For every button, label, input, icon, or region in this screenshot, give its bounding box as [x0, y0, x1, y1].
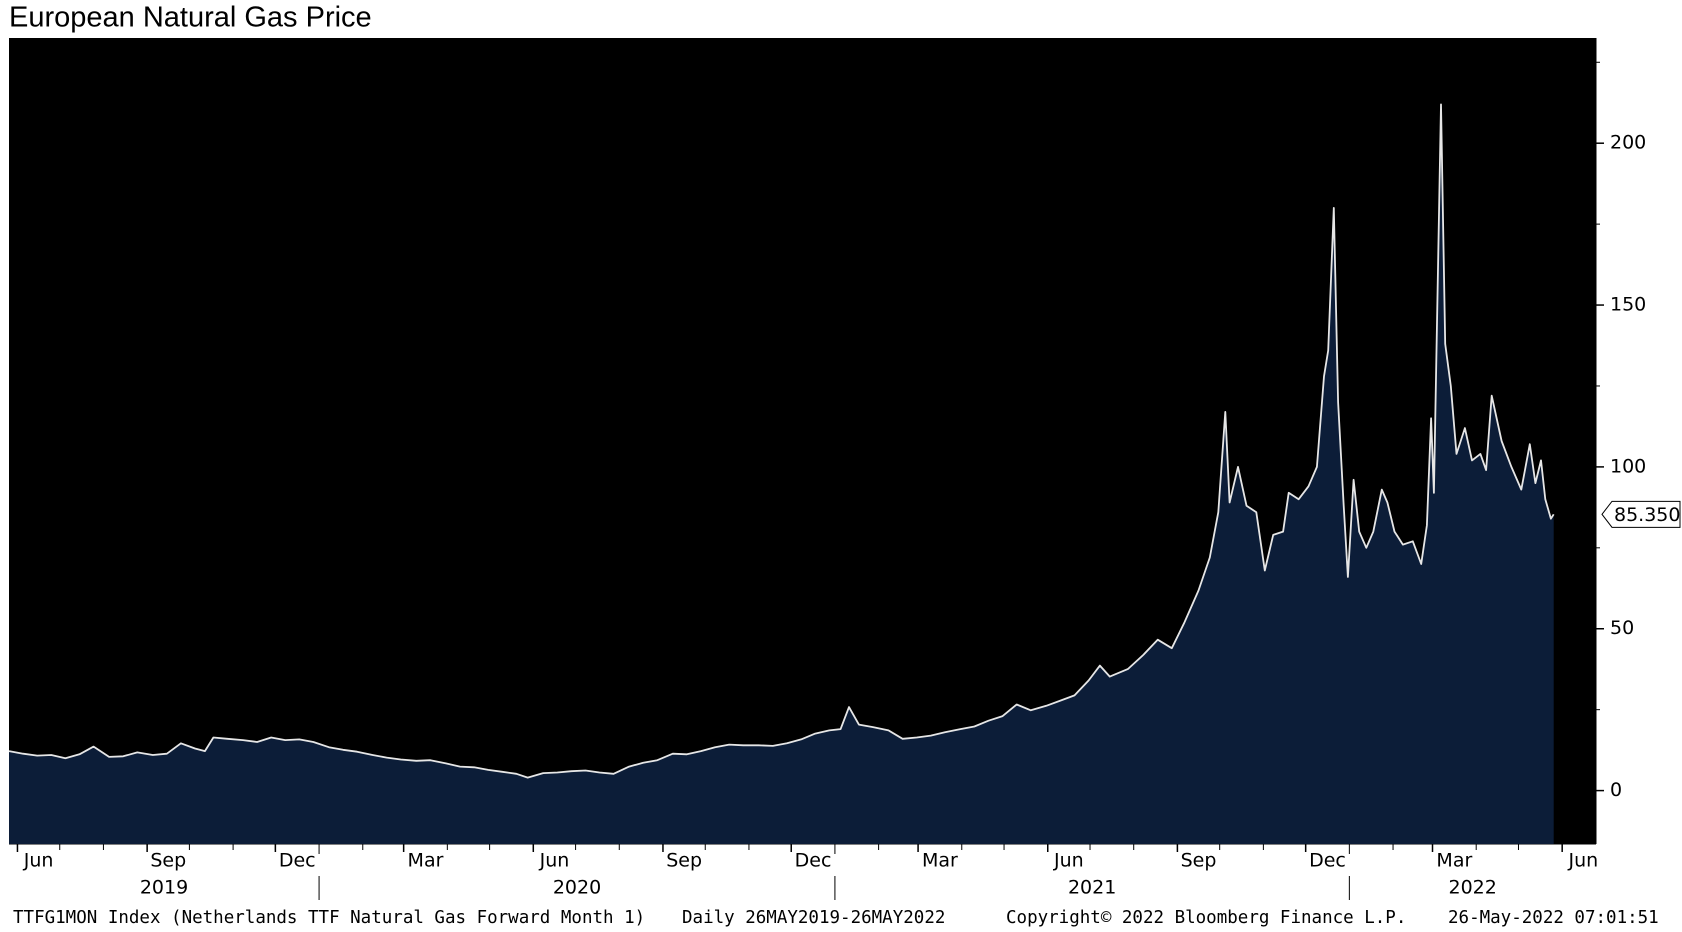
footer-text: 26-May-2022 07:01:51	[1448, 908, 1659, 928]
x-tick-label: Sep	[666, 850, 702, 872]
footer-text: TTFG1MON Index (Netherlands TTF Natural …	[13, 908, 645, 928]
y-tick-label: 100	[1610, 455, 1646, 477]
chart-title: European Natural Gas Price	[9, 2, 372, 34]
footer-text: Daily 26MAY2019-26MAY2022	[682, 908, 945, 928]
line	[8, 103, 1555, 779]
x-tick-label: Sep	[150, 850, 186, 872]
year-label: 2021	[1068, 877, 1116, 899]
y-tick-label: 50	[1610, 617, 1634, 639]
y-tick-label: 200	[1610, 132, 1646, 154]
x-tick-label: Mar	[408, 850, 444, 872]
x-tick-label: Jun	[539, 850, 570, 872]
x-tick-label: Dec	[279, 850, 316, 872]
last-price-tag	[1601, 500, 1681, 528]
x-tick-label: Jun	[23, 850, 54, 872]
x-tick-label: Jun	[1567, 850, 1598, 872]
y-tick-label: 0	[1610, 779, 1622, 801]
year-label: 2019	[140, 877, 188, 899]
x-tick-label: Jun	[1053, 850, 1084, 872]
year-label: 2022	[1448, 877, 1496, 899]
x-tick-label: Sep	[1181, 850, 1217, 872]
year-label: 2020	[553, 877, 601, 899]
y-tick-label: 150	[1610, 294, 1646, 316]
footer-text: Copyright© 2022 Bloomberg Finance L.P.	[1006, 908, 1406, 928]
area	[9, 104, 1554, 844]
x-tick-label: Mar	[1436, 850, 1472, 872]
last-price-label: 85.350	[1614, 504, 1680, 526]
x-tick-label: Dec	[795, 850, 832, 872]
x-tick-label: Dec	[1309, 850, 1346, 872]
x-tick-label: Mar	[922, 850, 958, 872]
